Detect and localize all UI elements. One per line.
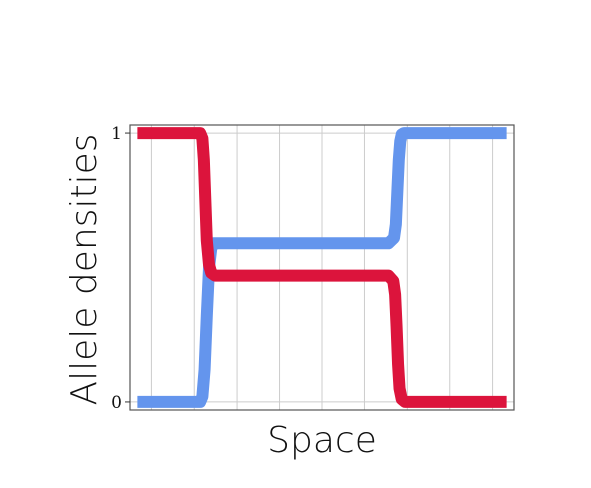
y-ticks: 01 [111, 124, 130, 413]
series-layer [137, 127, 507, 408]
y-axis-label: Allele densities [64, 134, 105, 406]
y-tick-label-1: 1 [111, 124, 122, 144]
x-axis-label: Space [267, 420, 377, 461]
series-line-1 [137, 127, 507, 408]
y-tick-label-0: 0 [111, 393, 122, 413]
plot-frame [129, 124, 515, 411]
series-line-0 [137, 127, 507, 408]
grid [130, 125, 514, 410]
